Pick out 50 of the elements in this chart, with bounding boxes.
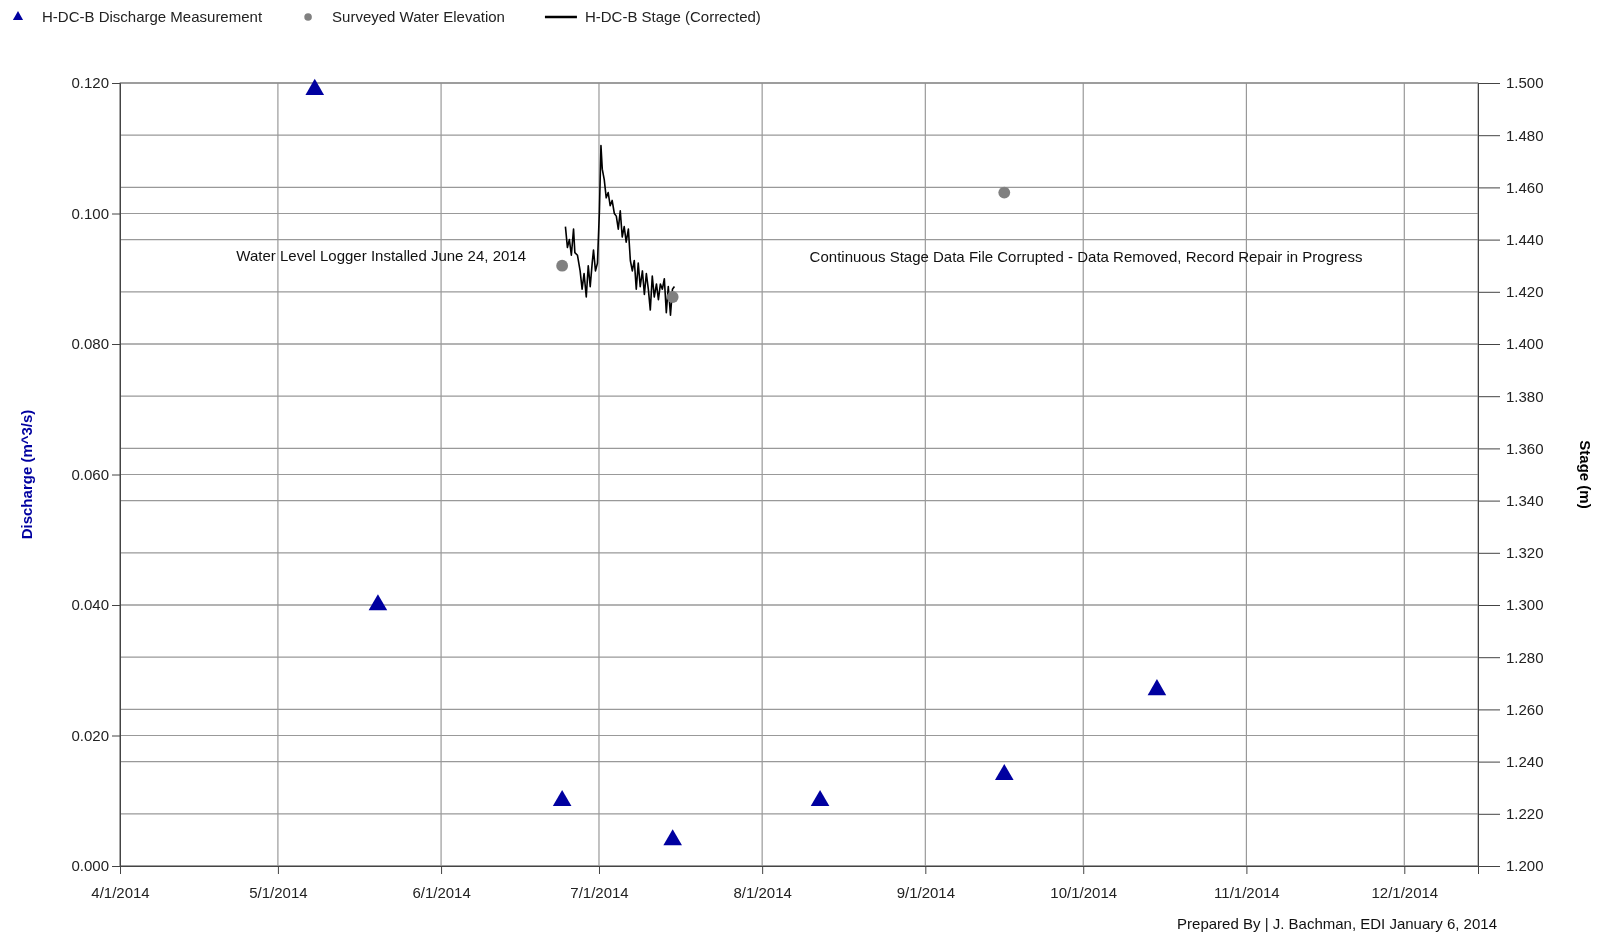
y2-tick-label: 1.440	[1506, 230, 1544, 248]
y2-tick-label: 1.200	[1506, 857, 1544, 875]
y-tick-label: 0.000	[71, 857, 109, 875]
y2-tick-label: 1.500	[1506, 74, 1544, 92]
legend-label: Surveyed Water Elevation	[332, 8, 505, 25]
x-tick-label: 11/1/2014	[1214, 884, 1280, 901]
x-tick-label: 4/1/2014	[91, 884, 150, 901]
y-axis-title: Discharge (m^3/s)	[18, 409, 35, 540]
point	[663, 829, 682, 846]
x-tick-label: 6/1/2014	[412, 884, 471, 901]
y2-axis-title: Stage (m)	[1577, 440, 1594, 509]
y2-tick-label: 1.400	[1506, 335, 1544, 353]
annotation: Continuous Stage Data File Corrupted - Data Removed, Record Repair in Progress	[809, 248, 1363, 265]
y2-tick-label: 1.260	[1506, 700, 1544, 718]
point	[998, 186, 1011, 199]
point	[666, 291, 679, 303]
x-tick-label: 5/1/2014	[249, 884, 308, 901]
x-tick-label: 8/1/2014	[733, 884, 792, 901]
point	[305, 78, 325, 95]
x-tick-label: 12/1/2014	[1371, 884, 1439, 901]
legend-label: H-DC-B Discharge Measurement	[42, 8, 263, 25]
y-tick-label: 0.060	[71, 465, 109, 483]
y-tick-label: 0.080	[71, 335, 109, 353]
y2-tick-label: 1.280	[1506, 648, 1544, 666]
legend-label: H-DC-B Stage (Corrected)	[584, 8, 761, 25]
y2-tick-label: 1.380	[1506, 387, 1544, 405]
point	[556, 259, 569, 272]
point	[368, 594, 388, 611]
y-tick-label: 0.020	[71, 726, 109, 744]
x-tick-label: 10/1/2014	[1050, 884, 1118, 901]
y2-tick-label: 1.340	[1506, 491, 1544, 509]
x-tick-label: 7/1/2014	[570, 884, 629, 901]
annotation: Water Level Logger Installed June 24, 2014	[236, 247, 526, 264]
y-tick-label: 0.120	[71, 74, 109, 92]
x-tick-label: 9/1/2014	[896, 884, 956, 901]
y2-tick-label: 1.240	[1506, 752, 1544, 770]
y2-tick-label: 1.480	[1506, 126, 1544, 144]
point	[994, 763, 1014, 781]
point	[1147, 679, 1167, 696]
y-tick-label: 0.040	[71, 596, 109, 614]
point	[810, 790, 830, 807]
y2-tick-label: 1.320	[1506, 544, 1544, 562]
y2-tick-label: 1.300	[1506, 596, 1544, 614]
y2-tick-label: 1.220	[1506, 805, 1544, 823]
point	[552, 790, 572, 807]
text: Prepared By | J. Bachman, EDI January 6, 2014	[1177, 915, 1497, 932]
y2-tick-label: 1.420	[1506, 283, 1544, 301]
y-tick-label: 0.100	[71, 204, 109, 222]
y2-tick-label: 1.460	[1506, 178, 1544, 196]
y2-tick-label: 1.360	[1506, 439, 1544, 457]
